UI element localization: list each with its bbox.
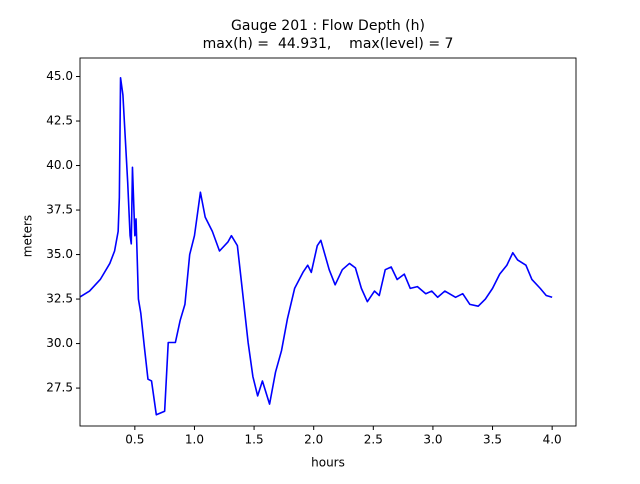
x-tick-label: 4.0 [543, 433, 562, 447]
chart-title: Gauge 201 : Flow Depth (h) [231, 18, 425, 34]
y-tick-label: 30.0 [46, 336, 73, 350]
x-tick-label: 0.5 [125, 433, 144, 447]
x-tick-label: 2.5 [364, 433, 383, 447]
x-tick-label: 3.5 [483, 433, 502, 447]
x-tick-label: 3.0 [423, 433, 442, 447]
y-tick-label: 27.5 [46, 381, 73, 395]
data-line [79, 76, 553, 416]
y-axis-label: meters [21, 215, 35, 257]
y-tick-label: 40.0 [46, 158, 73, 172]
y-tick-label: 32.5 [46, 292, 73, 306]
plot-frame [79, 57, 577, 427]
chart-subtitle: max(h) = 44.931, max(level) = 7 [203, 36, 454, 52]
x-axis-label: hours [311, 456, 345, 470]
y-tick-label: 35.0 [46, 247, 73, 261]
x-tick-label: 2.0 [304, 433, 323, 447]
y-tick-label: 45.0 [46, 69, 73, 83]
y-tick-label: 37.5 [46, 203, 73, 217]
x-tick-label: 1.5 [245, 433, 264, 447]
y-tick-label: 42.5 [46, 114, 73, 128]
x-tick-label: 1.0 [185, 433, 204, 447]
